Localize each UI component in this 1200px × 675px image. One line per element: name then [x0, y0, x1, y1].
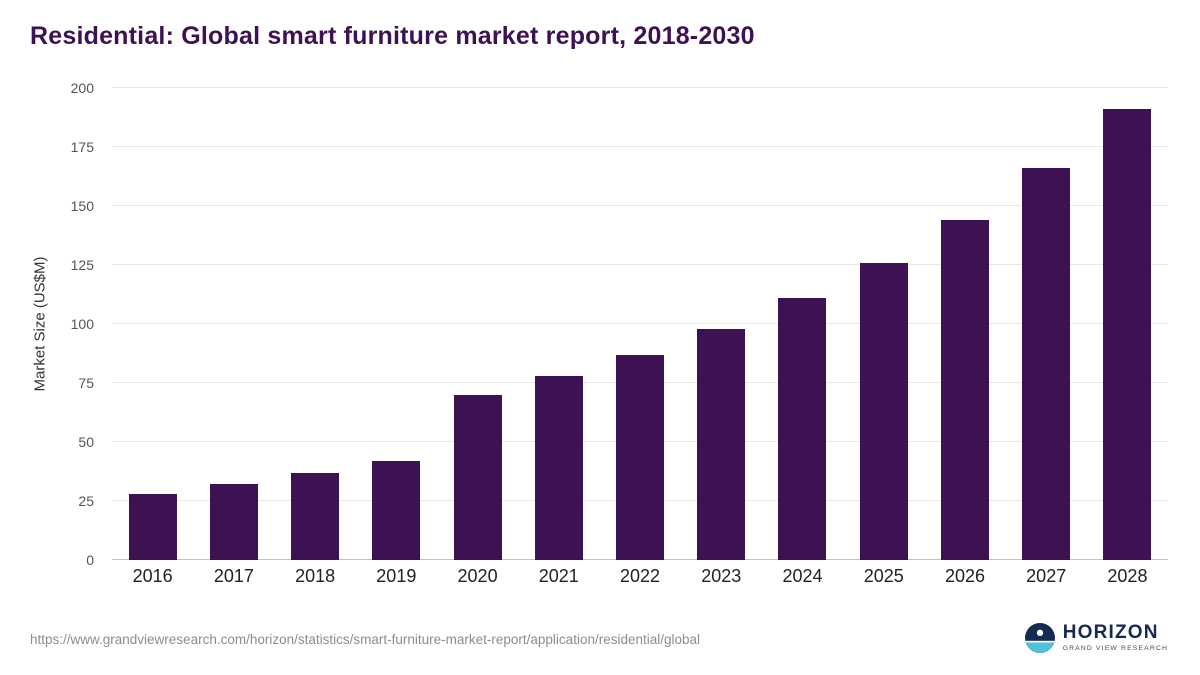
y-tick-label: 200 — [70, 80, 94, 96]
bar-2019 — [372, 460, 421, 560]
x-tick-label: 2016 — [132, 566, 173, 586]
bar-column — [437, 88, 518, 560]
bar-column — [1006, 88, 1087, 560]
gridline — [112, 146, 1168, 147]
y-tick-label: 50 — [78, 434, 94, 450]
horizon-logo-title: HORIZON — [1062, 622, 1159, 644]
bar-column — [1087, 88, 1168, 560]
bar-2027 — [1022, 168, 1071, 560]
bar-2020 — [453, 394, 502, 560]
x-tick-label: 2018 — [295, 566, 336, 586]
x-tick-label: 2028 — [1107, 566, 1148, 586]
y-tick-label: 25 — [78, 493, 94, 509]
bar-column — [924, 88, 1005, 560]
y-tick-label: 175 — [70, 139, 94, 155]
bar-column — [274, 88, 355, 560]
x-tick-label: 2019 — [376, 566, 417, 586]
x-tick-label: 2021 — [538, 566, 579, 586]
horizon-logo-icon — [1024, 623, 1055, 653]
bars — [112, 88, 1168, 560]
bar-2025 — [859, 262, 908, 560]
x-tick-label: 2022 — [620, 566, 661, 586]
gridline — [112, 205, 1168, 206]
x-tick-label: 2023 — [701, 566, 742, 586]
y-tick-label: 125 — [70, 257, 94, 273]
bar-2023 — [697, 328, 746, 560]
source-url: https://www.grandviewresearch.com/horizo… — [30, 632, 701, 647]
bar-2021 — [534, 375, 583, 560]
bar-2026 — [940, 220, 989, 560]
bar-column — [518, 88, 599, 560]
x-tick-label: 2024 — [782, 566, 823, 586]
bar-2024 — [778, 298, 827, 560]
chart-title: Residential: Global smart furniture mark… — [30, 22, 755, 50]
bar-column — [112, 88, 193, 560]
y-ticks: 0 25 50 75 100 125 150 175 200 — [0, 80, 100, 568]
horizon-logo-text: HORIZON GRAND VIEW RESEARCH — [1062, 622, 1168, 653]
bar-column — [681, 88, 762, 560]
x-tick-label: 2020 — [457, 566, 498, 586]
x-tick-label: 2017 — [213, 566, 254, 586]
y-tick-label: 75 — [78, 375, 94, 391]
x-labels: 2016 2017 2018 2019 2020 2021 2022 2023 2024 2025… — [112, 566, 1168, 587]
bar-column — [762, 88, 843, 560]
gridline — [112, 87, 1168, 88]
x-tick-label: 2027 — [1026, 566, 1067, 586]
y-tick-label: 150 — [70, 198, 94, 214]
bar-2016 — [128, 493, 177, 560]
y-tick-label: 100 — [70, 316, 94, 332]
x-tick-label: 2026 — [944, 566, 985, 586]
y-tick-label: 0 — [86, 552, 94, 568]
bar-2022 — [616, 354, 665, 560]
horizon-logo-subtitle: GRAND VIEW RESEARCH — [1062, 645, 1168, 653]
x-tick-label: 2025 — [863, 566, 904, 586]
horizon-logo: HORIZON GRAND VIEW RESEARCH — [1024, 622, 1168, 653]
gridline — [112, 264, 1168, 265]
bar-2018 — [291, 472, 340, 560]
gridline — [112, 323, 1168, 324]
bar-2028 — [1103, 109, 1152, 560]
bar-column — [356, 88, 437, 560]
bar-column — [193, 88, 274, 560]
bar-column — [843, 88, 924, 560]
bar-column — [599, 88, 680, 560]
plot-area — [112, 87, 1168, 560]
bar-2017 — [209, 484, 258, 560]
